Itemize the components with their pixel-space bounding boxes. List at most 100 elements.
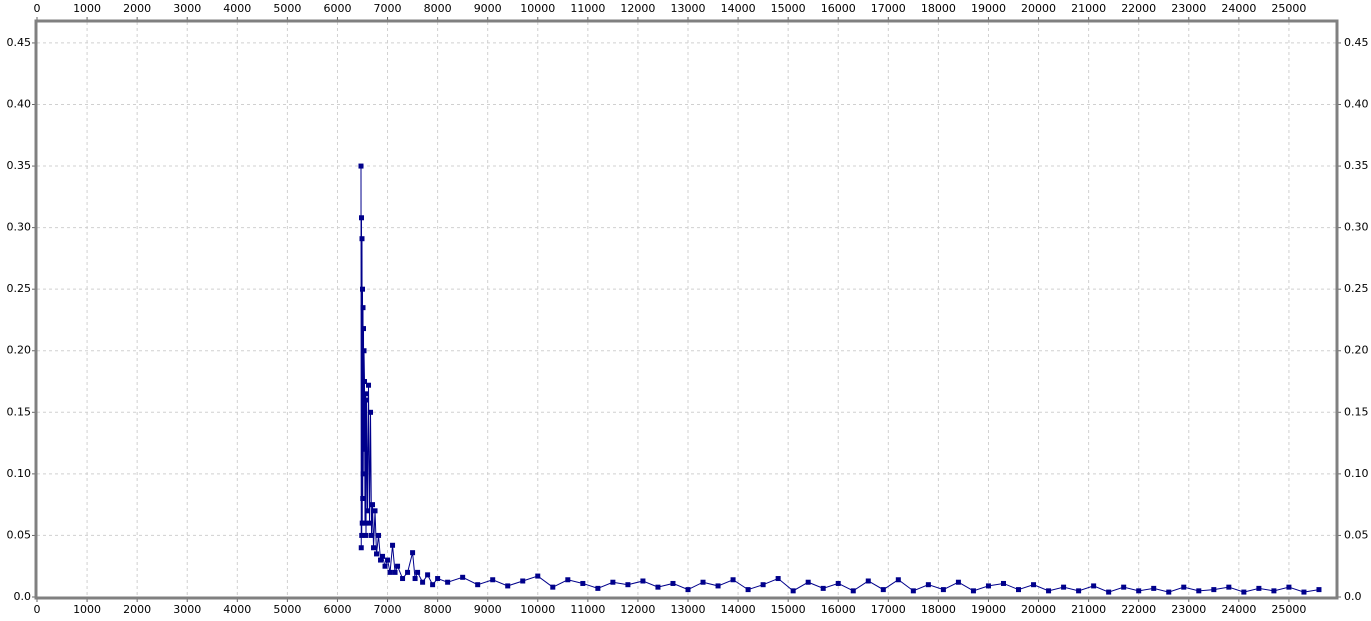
y-tick-label: 0.45 xyxy=(7,36,32,49)
point-marker xyxy=(1121,584,1127,590)
x-tick-label: 7000 xyxy=(374,603,402,616)
point-marker xyxy=(715,583,721,589)
point-marker xyxy=(565,577,571,583)
x-tick-label: 4000 xyxy=(223,603,251,616)
x-tick-label: 10000 xyxy=(520,2,555,15)
point-marker xyxy=(595,585,601,591)
y-tick-label: 0.35 xyxy=(1344,159,1369,172)
point-marker xyxy=(400,576,406,582)
point-marker xyxy=(390,542,396,548)
point-marker xyxy=(1106,589,1112,595)
x-tick-label: 6000 xyxy=(323,603,351,616)
point-marker xyxy=(955,579,961,585)
point-marker xyxy=(550,584,556,590)
point-marker xyxy=(775,576,781,582)
point-marker xyxy=(361,326,367,332)
point-marker xyxy=(368,409,374,415)
point-marker xyxy=(475,582,481,588)
point-marker xyxy=(372,508,378,514)
y-tick-label: 0.10 xyxy=(7,467,32,480)
point-marker xyxy=(358,215,364,221)
point-marker xyxy=(1046,588,1052,594)
point-marker xyxy=(1286,584,1292,590)
point-marker xyxy=(363,532,369,538)
x-tick-label: 20000 xyxy=(1021,2,1056,15)
point-marker xyxy=(895,577,901,583)
point-marker xyxy=(358,545,364,551)
point-marker xyxy=(385,557,391,563)
x-tick-label: 17000 xyxy=(871,2,906,15)
point-marker xyxy=(850,588,856,594)
point-marker xyxy=(730,577,736,583)
point-marker xyxy=(970,588,976,594)
point-marker xyxy=(1000,580,1006,586)
point-marker xyxy=(460,574,466,580)
point-marker xyxy=(1196,588,1202,594)
x-tick-label: 3000 xyxy=(173,603,201,616)
x-tick-label: 8000 xyxy=(424,2,452,15)
x-tick-label: 1000 xyxy=(73,2,101,15)
point-marker xyxy=(359,532,365,538)
x-tick-label: 14000 xyxy=(721,603,756,616)
point-marker xyxy=(387,569,393,575)
point-marker xyxy=(361,446,367,452)
y-tick-label: 0.40 xyxy=(1344,97,1369,110)
x-tick-label: 20000 xyxy=(1021,603,1056,616)
x-tick-label: 19000 xyxy=(971,603,1006,616)
x-tick-label: 14000 xyxy=(721,2,756,15)
point-marker xyxy=(360,286,366,292)
x-tick-label: 18000 xyxy=(921,2,956,15)
point-marker xyxy=(366,382,372,388)
y-tick-label: 0.35 xyxy=(7,159,32,172)
point-marker xyxy=(362,379,368,385)
point-marker xyxy=(425,572,431,578)
point-marker xyxy=(445,579,451,585)
x-tick-label: 24000 xyxy=(1221,603,1256,616)
x-tick-label: 25000 xyxy=(1271,603,1306,616)
point-marker xyxy=(363,391,369,397)
y-tick-label: 0.20 xyxy=(7,344,32,357)
x-tick-label: 0 xyxy=(34,2,41,15)
y-tick-label: 0.20 xyxy=(1344,344,1369,357)
y-tick-label: 0.45 xyxy=(1344,36,1369,49)
point-marker xyxy=(365,508,371,514)
point-marker xyxy=(1166,589,1172,595)
point-marker xyxy=(1031,582,1037,588)
point-marker xyxy=(805,579,811,585)
point-marker xyxy=(1316,587,1322,593)
x-tick-label: 23000 xyxy=(1171,2,1206,15)
point-marker xyxy=(790,588,796,594)
point-marker xyxy=(360,305,366,311)
x-tick-label: 5000 xyxy=(273,603,301,616)
point-marker xyxy=(420,579,426,585)
y-tick-label: 0.05 xyxy=(7,528,32,541)
point-marker xyxy=(405,569,411,575)
series-line xyxy=(360,166,1320,593)
point-marker xyxy=(382,563,388,569)
point-marker xyxy=(1241,589,1247,595)
point-marker xyxy=(362,520,368,526)
point-marker xyxy=(835,580,841,586)
point-marker xyxy=(745,587,751,593)
point-marker xyxy=(1061,584,1067,590)
point-marker xyxy=(685,587,691,593)
y-tick-label: 0.25 xyxy=(7,282,32,295)
point-marker xyxy=(364,397,370,403)
point-marker xyxy=(371,545,377,551)
point-marker xyxy=(820,585,826,591)
point-marker xyxy=(535,573,541,579)
x-tick-label: 13000 xyxy=(671,603,706,616)
y-tick-label: 0.40 xyxy=(7,97,32,110)
point-marker xyxy=(378,557,384,563)
point-marker xyxy=(380,553,386,559)
point-marker xyxy=(1271,588,1277,594)
point-marker xyxy=(760,582,766,588)
x-tick-label: 10000 xyxy=(520,603,555,616)
point-marker xyxy=(520,578,526,584)
point-marker xyxy=(410,550,416,556)
x-tick-label: 11000 xyxy=(570,603,605,616)
x-tick-label: 18000 xyxy=(921,603,956,616)
